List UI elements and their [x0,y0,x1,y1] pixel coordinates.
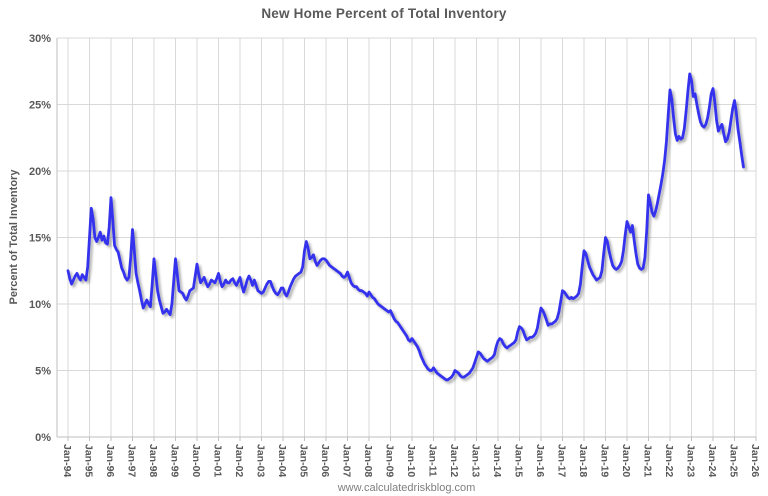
x-tick-label: Jan-06 [319,444,331,477]
data-line [66,72,745,382]
y-tick-label: 20% [29,166,51,178]
x-tick-labels: Jan-94 Jan-95 Jan-96 Jan-97 Jan-98 Jan-99 Jan-… [61,444,761,477]
y-tick-label: 15% [29,233,51,245]
x-tick-label: Jan-96 [104,444,116,477]
x-tick-label: Jan-11 [427,444,439,477]
x-tick-label: Jan-01 [212,444,224,477]
x-tick-label: Jan-25 [728,444,740,477]
x-tick-label: Jan-03 [255,444,267,477]
x-tick-label: Jan-16 [534,444,546,477]
x-tick-label: Jan-26 [749,444,761,477]
x-tick-label: Jan-24 [706,444,718,477]
x-tick-label: Jan-12 [448,444,460,477]
y-tick-label: 10% [29,299,51,311]
x-tick-label: Jan-10 [405,444,417,477]
watermark-url: www.calculatedriskblog.com [337,482,476,494]
x-tick-label: Jan-23 [685,444,697,477]
gridlines [57,37,757,437]
x-tick-label: Jan-95 [83,444,95,477]
x-tick-label: Jan-04 [276,444,288,477]
x-tick-label: Jan-17 [556,444,568,477]
x-tick-label: Jan-18 [577,444,589,477]
x-tick-label: Jan-02 [233,444,245,477]
x-tick-label: Jan-99 [169,444,181,477]
x-tick-label: Jan-09 [384,444,396,477]
x-tick-label: Jan-08 [362,444,374,477]
x-tick-label: Jan-21 [642,444,654,477]
x-tick-label: Jan-14 [491,444,503,477]
y-axis-title: Percent of Total Inventory [8,169,20,305]
x-tick-label: Jan-98 [147,444,159,477]
x-tick-label: Jan-19 [599,444,611,477]
y-tick-label: 30% [29,33,51,45]
chart-title: New Home Percent of Total Inventory [261,6,507,21]
x-tick-label: Jan-20 [620,444,632,477]
y-tick-label: 0% [35,432,51,444]
x-tick-label: Jan-13 [470,444,482,477]
x-tick-label: Jan-00 [190,444,202,477]
x-tick-label: Jan-07 [341,444,353,477]
x-tick-label: Jan-15 [513,444,525,477]
y-tick-labels: 0% 5% 10% 15% 20% 25% 30% [29,33,51,444]
y-tick-label: 5% [35,366,51,378]
x-tick-label: Jan-94 [61,444,73,477]
y-tick-label: 25% [29,100,51,112]
x-tick-label: Jan-22 [663,444,675,477]
axes [56,38,757,441]
x-tick-label: Jan-05 [298,444,310,477]
x-tick-label: Jan-97 [126,444,138,477]
